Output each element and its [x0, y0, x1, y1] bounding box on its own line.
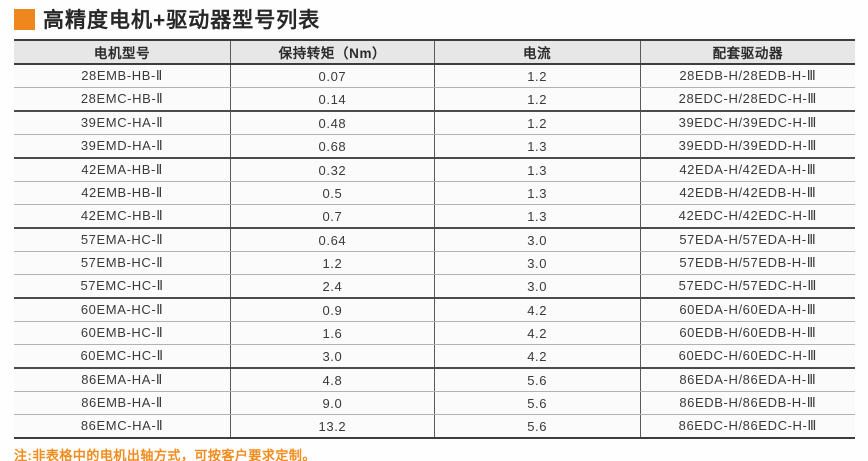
- cell-motor-model: 86EMB-HA-Ⅱ: [81, 395, 163, 410]
- table-row: 28EMC-HB-Ⅱ 0.14 1.2 28EDC-H/28EDC-H-Ⅲ: [14, 87, 855, 110]
- cell-current: 1.3: [433, 159, 640, 181]
- cell-matching-driver: 28EDB-H/28EDB-H-Ⅲ: [639, 65, 855, 87]
- table-row: 60EMC-HC-Ⅱ 3.0 4.2 60EDC-H/60EDC-H-Ⅲ: [14, 344, 855, 367]
- cell-current: 1.2: [433, 112, 640, 134]
- cell-holding-torque: 0.14: [230, 88, 434, 110]
- footnote: 注:非表格中的电机出轴方式，可按客户要求定制。: [14, 448, 316, 461]
- cell-motor-model: 86EMA-HA-Ⅱ: [81, 372, 163, 387]
- row-group-39: 39EMC-HA-Ⅱ 0.48 1.2 39EDC-H/39EDC-H-Ⅲ 39…: [14, 110, 855, 157]
- table-row: 86EMA-HA-Ⅱ 4.8 5.6 86EDA-H/86EDA-H-Ⅲ: [14, 369, 855, 391]
- row-group-28: 28EMB-HB-Ⅱ 0.07 1.2 28EDB-H/28EDB-H-Ⅲ 28…: [14, 65, 855, 110]
- cell-matching-driver: 57EDC-H/57EDC-H-Ⅲ: [639, 275, 855, 297]
- cell-holding-torque: 0.48: [230, 112, 434, 134]
- cell-matching-driver: 28EDC-H/28EDC-H-Ⅲ: [639, 88, 855, 110]
- cell-motor-model: 57EMB-HC-Ⅱ: [80, 255, 164, 270]
- cell-current: 1.2: [433, 65, 640, 87]
- cell-current: 3.0: [433, 229, 640, 251]
- cell-holding-torque: 0.5: [230, 182, 434, 204]
- table-header-row: 电机型号 保持转矩（Nm） 电流 配套驱动器: [14, 41, 855, 65]
- cell-motor-model: 28EMC-HB-Ⅱ: [80, 91, 164, 106]
- cell-holding-torque: 13.2: [230, 415, 434, 437]
- cell-motor-model: 42EMB-HB-Ⅱ: [81, 185, 163, 200]
- cell-current: 1.2: [433, 88, 640, 110]
- cell-motor-model: 57EMC-HC-Ⅱ: [80, 278, 164, 293]
- cell-motor-model: 28EMB-HB-Ⅱ: [81, 68, 163, 83]
- cell-current: 3.0: [433, 252, 640, 274]
- cell-matching-driver: 86EDC-H/86EDC-H-Ⅲ: [639, 415, 855, 437]
- cell-matching-driver: 57EDB-H/57EDB-H-Ⅲ: [639, 252, 855, 274]
- cell-current: 5.6: [433, 369, 640, 391]
- row-group-86: 86EMA-HA-Ⅱ 4.8 5.6 86EDA-H/86EDA-H-Ⅲ 86E…: [14, 367, 855, 437]
- cell-motor-model: 60EMC-HC-Ⅱ: [80, 348, 164, 363]
- cell-current: 1.3: [433, 135, 640, 157]
- cell-motor-model: 86EMC-HA-Ⅱ: [80, 418, 164, 433]
- row-group-42: 42EMA-HB-Ⅱ 0.32 1.3 42EDA-H/42EDA-H-Ⅲ 42…: [14, 157, 855, 227]
- table-row: 60EMA-HC-Ⅱ 0.9 4.2 60EDA-H/60EDA-H-Ⅲ: [14, 299, 855, 321]
- cell-motor-model: 42EMA-HB-Ⅱ: [81, 162, 163, 177]
- cell-holding-torque: 0.07: [230, 65, 434, 87]
- column-header-matching-driver: 配套驱动器: [639, 41, 855, 63]
- table-row: 57EMA-HC-Ⅱ 0.64 3.0 57EDA-H/57EDA-H-Ⅲ: [14, 229, 855, 251]
- table-row: 42EMB-HB-Ⅱ 0.5 1.3 42EDB-H/42EDB-H-Ⅲ: [14, 181, 855, 204]
- cell-matching-driver: 57EDA-H/57EDA-H-Ⅲ: [639, 229, 855, 251]
- cell-current: 4.2: [433, 322, 640, 344]
- table-row: 39EMD-HA-Ⅱ 0.68 1.3 39EDD-H/39EDD-H-Ⅲ: [14, 134, 855, 157]
- table-row: 57EMB-HC-Ⅱ 1.2 3.0 57EDB-H/57EDB-H-Ⅲ: [14, 251, 855, 274]
- cell-holding-torque: 0.7: [230, 205, 434, 227]
- column-header-current: 电流: [433, 41, 640, 63]
- table-row: 57EMC-HC-Ⅱ 2.4 3.0 57EDC-H/57EDC-H-Ⅲ: [14, 274, 855, 297]
- cell-holding-torque: 4.8: [230, 369, 434, 391]
- table-row: 42EMA-HB-Ⅱ 0.32 1.3 42EDA-H/42EDA-H-Ⅲ: [14, 159, 855, 181]
- cell-current: 4.2: [433, 345, 640, 367]
- cell-matching-driver: 86EDB-H/86EDB-H-Ⅲ: [639, 392, 855, 414]
- cell-matching-driver: 86EDA-H/86EDA-H-Ⅲ: [639, 369, 855, 391]
- cell-motor-model: 42EMC-HB-Ⅱ: [80, 208, 164, 223]
- table-row: 42EMC-HB-Ⅱ 0.7 1.3 42EDC-H/42EDC-H-Ⅲ: [14, 204, 855, 227]
- cell-holding-torque: 9.0: [230, 392, 434, 414]
- row-group-60: 60EMA-HC-Ⅱ 0.9 4.2 60EDA-H/60EDA-H-Ⅲ 60E…: [14, 297, 855, 367]
- row-group-57: 57EMA-HC-Ⅱ 0.64 3.0 57EDA-H/57EDA-H-Ⅲ 57…: [14, 227, 855, 297]
- orange-square-bullet-icon: [14, 8, 35, 30]
- cell-motor-model: 60EMB-HC-Ⅱ: [80, 325, 164, 340]
- table-row: 86EMC-HA-Ⅱ 13.2 5.6 86EDC-H/86EDC-H-Ⅲ: [14, 414, 855, 437]
- cell-matching-driver: 60EDC-H/60EDC-H-Ⅲ: [639, 345, 855, 367]
- cell-motor-model: 39EMC-HA-Ⅱ: [80, 115, 164, 130]
- page-title: 高精度电机+驱动器型号列表: [43, 9, 321, 32]
- cell-matching-driver: 42EDB-H/42EDB-H-Ⅲ: [639, 182, 855, 204]
- cell-current: 1.3: [433, 205, 640, 227]
- cell-matching-driver: 42EDC-H/42EDC-H-Ⅲ: [639, 205, 855, 227]
- cell-current: 1.3: [433, 182, 640, 204]
- cell-current: 5.6: [433, 415, 640, 437]
- cell-matching-driver: 60EDB-H/60EDB-H-Ⅲ: [639, 322, 855, 344]
- cell-current: 4.2: [433, 299, 640, 321]
- cell-holding-torque: 0.68: [230, 135, 434, 157]
- cell-matching-driver: 39EDD-H/39EDD-H-Ⅲ: [639, 135, 855, 157]
- cell-holding-torque: 0.64: [230, 229, 434, 251]
- cell-holding-torque: 0.9: [230, 299, 434, 321]
- cell-motor-model: 39EMD-HA-Ⅱ: [80, 138, 164, 153]
- cell-holding-torque: 1.2: [230, 252, 434, 274]
- cell-matching-driver: 42EDA-H/42EDA-H-Ⅲ: [639, 159, 855, 181]
- cell-current: 3.0: [433, 275, 640, 297]
- cell-current: 5.6: [433, 392, 640, 414]
- cell-motor-model: 60EMA-HC-Ⅱ: [80, 302, 164, 317]
- cell-matching-driver: 39EDC-H/39EDC-H-Ⅲ: [639, 112, 855, 134]
- column-header-motor-model: 电机型号: [93, 46, 151, 61]
- cell-motor-model: 57EMA-HC-Ⅱ: [80, 232, 164, 247]
- table-row: 86EMB-HA-Ⅱ 9.0 5.6 86EDB-H/86EDB-H-Ⅲ: [14, 391, 855, 414]
- section-title-row: 高精度电机+驱动器型号列表: [0, 0, 868, 32]
- table-row: 60EMB-HC-Ⅱ 1.6 4.2 60EDB-H/60EDB-H-Ⅲ: [14, 321, 855, 344]
- cell-holding-torque: 0.32: [230, 159, 434, 181]
- cell-holding-torque: 1.6: [230, 322, 434, 344]
- column-header-holding-torque: 保持转矩（Nm）: [230, 41, 434, 63]
- table-row: 28EMB-HB-Ⅱ 0.07 1.2 28EDB-H/28EDB-H-Ⅲ: [14, 65, 855, 87]
- cell-holding-torque: 2.4: [230, 275, 434, 297]
- table-row: 39EMC-HA-Ⅱ 0.48 1.2 39EDC-H/39EDC-H-Ⅲ: [14, 112, 855, 134]
- cell-holding-torque: 3.0: [230, 345, 434, 367]
- motor-driver-table: 电机型号 保持转矩（Nm） 电流 配套驱动器 28EMB-HB-Ⅱ 0.07 1…: [14, 39, 855, 439]
- cell-matching-driver: 60EDA-H/60EDA-H-Ⅲ: [639, 299, 855, 321]
